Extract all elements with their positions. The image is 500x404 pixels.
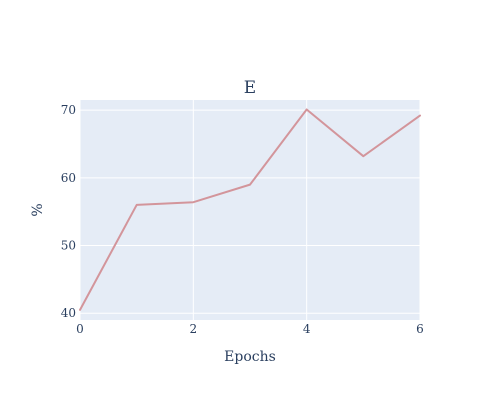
grid-lines [79, 100, 421, 320]
y-tick-label: 60 [61, 171, 76, 185]
series-layer [79, 108, 421, 311]
y-tick-label: 50 [61, 239, 76, 253]
plot-background [80, 100, 420, 320]
y-axis-label: % [30, 203, 46, 216]
x-tick-label: 6 [416, 322, 424, 336]
x-tick-labels: 0 2 4 6 [76, 322, 424, 336]
x-tick-label: 0 [76, 322, 84, 336]
x-tick-label: 2 [190, 322, 198, 336]
x-tick-label: 4 [303, 322, 311, 336]
y-tick-label: 70 [61, 103, 76, 117]
y-tick-label: 40 [61, 306, 76, 320]
y-tick-labels: 40 50 60 70 [61, 103, 76, 320]
x-axis-label: Epochs [224, 349, 276, 365]
series-line [79, 108, 421, 311]
chart-title: E [244, 78, 256, 98]
